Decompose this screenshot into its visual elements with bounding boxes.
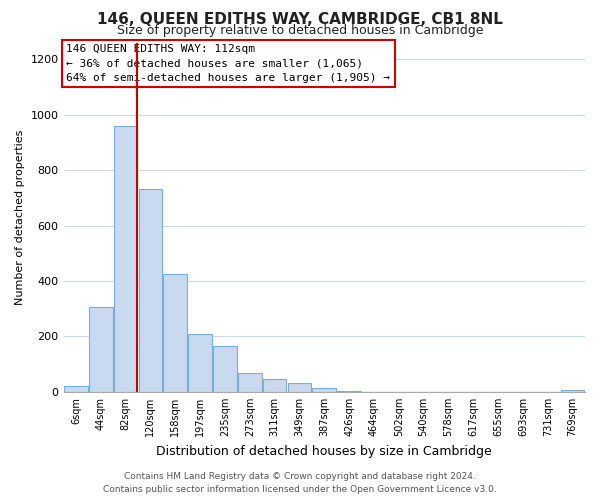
X-axis label: Distribution of detached houses by size in Cambridge: Distribution of detached houses by size … — [157, 444, 492, 458]
Text: Contains HM Land Registry data © Crown copyright and database right 2024.
Contai: Contains HM Land Registry data © Crown c… — [103, 472, 497, 494]
Bar — [213, 346, 237, 392]
Bar — [561, 390, 584, 392]
Text: 146, QUEEN EDITHS WAY, CAMBRIDGE, CB1 8NL: 146, QUEEN EDITHS WAY, CAMBRIDGE, CB1 8N… — [97, 12, 503, 26]
Text: 146 QUEEN EDITHS WAY: 112sqm
← 36% of detached houses are smaller (1,065)
64% of: 146 QUEEN EDITHS WAY: 112sqm ← 36% of de… — [66, 44, 390, 83]
Y-axis label: Number of detached properties: Number of detached properties — [15, 130, 25, 305]
Text: Size of property relative to detached houses in Cambridge: Size of property relative to detached ho… — [117, 24, 483, 37]
Bar — [89, 308, 113, 392]
Bar — [337, 390, 361, 392]
Bar — [287, 383, 311, 392]
Bar — [263, 378, 286, 392]
Bar — [313, 388, 336, 392]
Bar — [163, 274, 187, 392]
Bar — [64, 386, 88, 392]
Bar — [238, 372, 262, 392]
Bar — [139, 190, 162, 392]
Bar — [114, 126, 137, 392]
Bar — [188, 334, 212, 392]
